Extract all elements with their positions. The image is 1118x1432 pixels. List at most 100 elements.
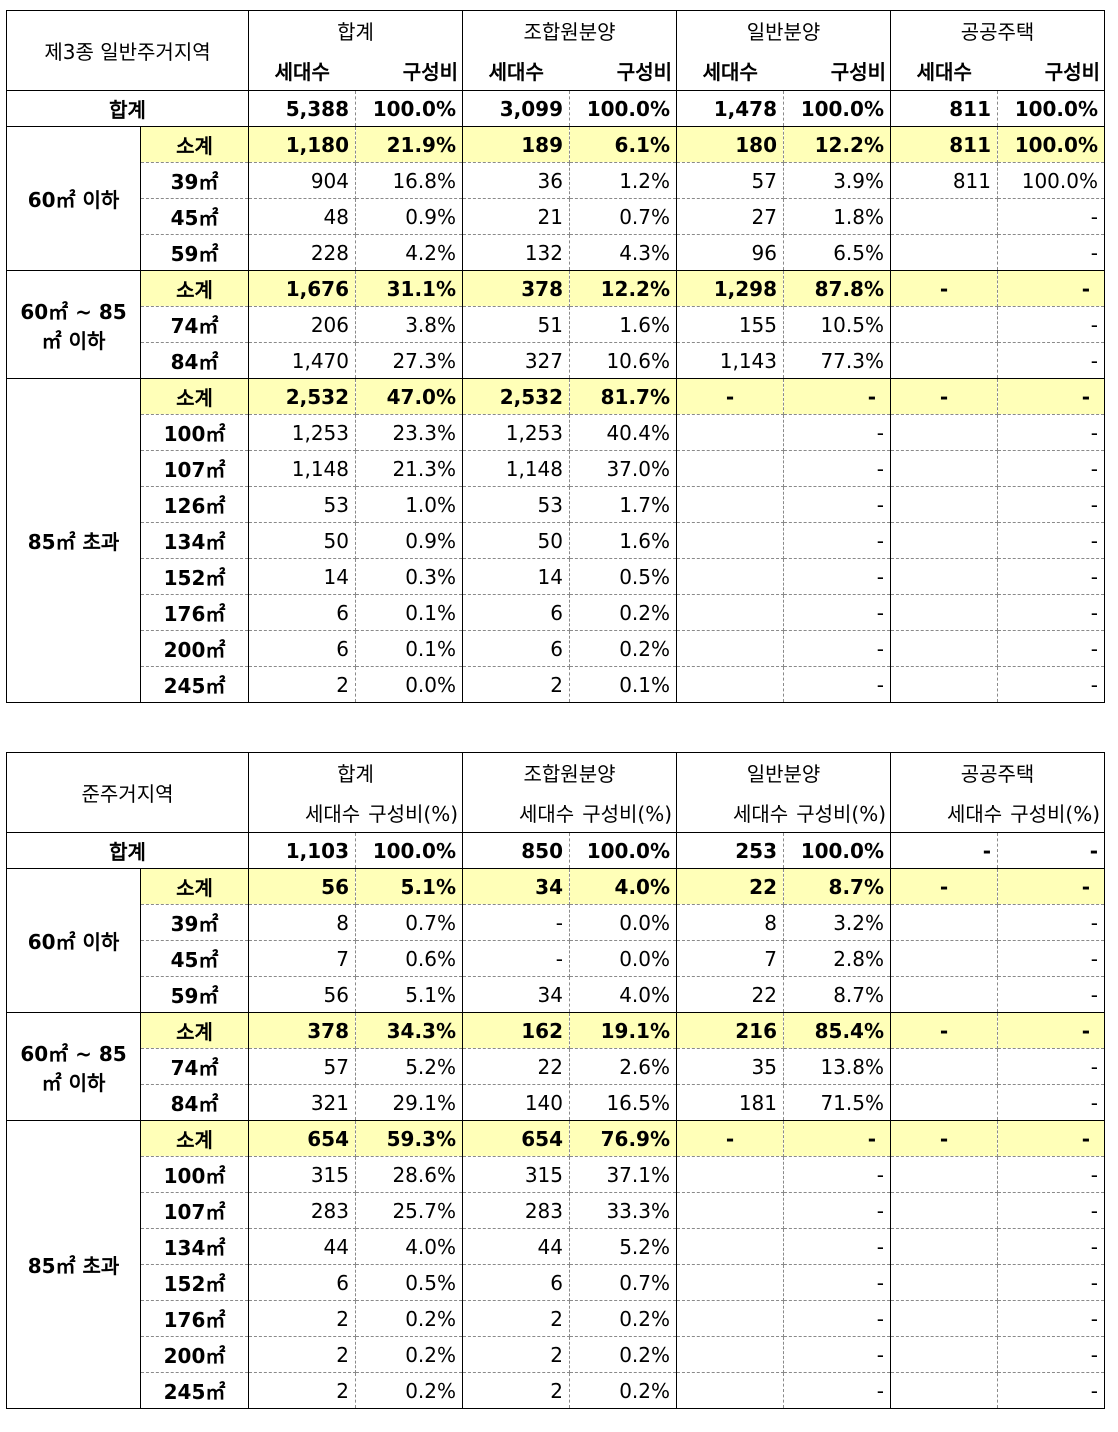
- data-cell: 6: [248, 630, 356, 667]
- subtotal-cell: 378: [248, 1012, 356, 1049]
- category-label: 60㎡ ~ 85 ㎡ 이하: [6, 1012, 141, 1121]
- data-row: 245㎡ 2 0.2% 2 0.2% - -: [7, 1372, 1105, 1409]
- subtotal-cell: -: [997, 1012, 1105, 1049]
- data-cell: [676, 630, 784, 667]
- data-cell: 0.2%: [569, 1336, 677, 1373]
- subtotal-cell: 1,676: [248, 270, 356, 307]
- subtotal-label: 소계: [140, 1012, 249, 1049]
- total-cell: 811: [890, 90, 998, 127]
- total-cell: 3,099: [462, 90, 570, 127]
- data-cell: 0.6%: [355, 940, 463, 977]
- total-cell: 100.0%: [355, 832, 463, 869]
- subtotal-row: 60㎡ ~ 85 ㎡ 이하 소계 378 34.3% 162 19.1% 216 85.4% - -: [6, 1012, 1105, 1121]
- data-row: 176㎡ 2 0.2% 2 0.2% - -: [7, 1300, 1105, 1337]
- data-row: 59㎡ 56 5.1% 34 4.0% 22 8.7% -: [7, 976, 1105, 1013]
- category-label-line1: 60㎡ 이하: [27, 930, 120, 954]
- subheader-pair: 세대수 구성비(%): [462, 792, 677, 833]
- data-row: 45㎡ 7 0.6% -0.0% 7 2.8% -: [7, 940, 1105, 977]
- data-cell: 71.5%: [783, 1084, 891, 1121]
- data-cell: [890, 558, 998, 595]
- data-cell: [890, 940, 998, 977]
- data-cell: 37.1%: [569, 1156, 677, 1193]
- data-cell: [890, 1300, 998, 1337]
- data-row: 200㎡ 2 0.2% 2 0.2% - -: [7, 1336, 1105, 1373]
- data-cell: 0.0%: [355, 666, 463, 703]
- data-cell: -: [997, 198, 1105, 235]
- subtotal-cell: 5.1%: [355, 868, 463, 905]
- data-cell: -: [783, 630, 891, 667]
- group-header: 합계: [248, 10, 463, 51]
- data-cell: 13.8%: [783, 1048, 891, 1085]
- category-label-line2: ㎡ 이하: [41, 328, 106, 353]
- data-cell: -: [783, 666, 891, 703]
- data-cell: -: [997, 976, 1105, 1013]
- data-cell: 6: [248, 594, 356, 631]
- data-row: 126㎡ 53 1.0% 53 1.7% - -: [7, 486, 1105, 523]
- data-cell: -: [997, 1372, 1105, 1409]
- data-cell: 1.6%: [569, 522, 677, 559]
- data-cell: [890, 486, 998, 523]
- total-row: 합계 5,388 100.0% 3,099 100.0% 1,478 100.0% 811 10…: [6, 90, 1105, 127]
- category-label-line2: ㎡ 이하: [41, 1070, 106, 1095]
- data-cell: [676, 1192, 784, 1229]
- data-cell: 1,148: [462, 450, 570, 487]
- data-cell: 1.2%: [569, 162, 677, 199]
- data-cell: [890, 1228, 998, 1265]
- subtotal-cell: 1,180: [248, 126, 356, 163]
- data-cell: 0.9%: [355, 522, 463, 559]
- data-cell: [890, 594, 998, 631]
- data-cell: 6: [462, 630, 570, 667]
- data-cell: 21: [462, 198, 570, 235]
- category-label-line1: 60㎡ 이하: [27, 188, 120, 212]
- subheader-count: 세대수: [732, 801, 789, 826]
- subheader-pair: 세대수 구성비(%): [248, 792, 463, 833]
- category-label: 85㎡ 초과: [6, 1120, 141, 1409]
- data-cell: 4.0%: [355, 1228, 463, 1265]
- subtotal-cell: -: [676, 378, 784, 415]
- data-row: 39㎡ 904 16.8% 36 1.2% 57 3.9% 811 100.0%: [7, 162, 1105, 199]
- data-cell: [890, 1336, 998, 1373]
- data-row: 100㎡ 315 28.6% 315 37.1% - -: [7, 1156, 1105, 1193]
- data-cell: -: [783, 594, 891, 631]
- data-cell: [890, 1084, 998, 1121]
- data-cell: 7: [248, 940, 356, 977]
- subtotal-cell: 180: [676, 126, 784, 163]
- data-cell: 14: [248, 558, 356, 595]
- subheader-row: 세대수 구성비(%) 세대수 구성비(%) 세대수 구성비(%) 세대수 구성비(%): [7, 792, 1105, 833]
- subtotal-cell: 2,532: [462, 378, 570, 415]
- data-cell: 904: [248, 162, 356, 199]
- data-cell: 2: [462, 1300, 570, 1337]
- subheader-count: 세대수: [946, 801, 1003, 826]
- data-cell: 23.3%: [355, 414, 463, 451]
- data-cell: 21.3%: [355, 450, 463, 487]
- data-cell: [890, 234, 998, 271]
- data-cell: -: [783, 450, 891, 487]
- subtotal-cell: 85.4%: [783, 1012, 891, 1049]
- data-cell: 25.7%: [355, 1192, 463, 1229]
- size-label: 134㎡: [140, 1228, 249, 1265]
- data-cell: 27.3%: [355, 342, 463, 379]
- subheader-ratio: 구성비(%): [368, 801, 458, 826]
- data-cell: 0.2%: [355, 1372, 463, 1409]
- data-cell: [890, 666, 998, 703]
- subheader-count: 세대수: [518, 801, 575, 826]
- data-cell: 228: [248, 234, 356, 271]
- data-row: 134㎡ 50 0.9% 50 1.6% - -: [7, 522, 1105, 559]
- data-cell: 1.6%: [569, 306, 677, 343]
- data-cell: -: [997, 904, 1105, 941]
- subtotal-row: 85㎡ 초과 소계 2,532 47.0% 2,532 81.7% - - - -: [6, 378, 1105, 703]
- subtotal-cell: 59.3%: [355, 1120, 463, 1157]
- data-cell: 327: [462, 342, 570, 379]
- total-cell: 100.0%: [569, 832, 677, 869]
- data-cell: [890, 522, 998, 559]
- data-cell: 57: [676, 162, 784, 199]
- data-cell: 0.1%: [355, 594, 463, 631]
- subtotal-cell: -: [676, 1120, 784, 1157]
- data-cell: [890, 904, 998, 941]
- data-cell: 1,253: [248, 414, 356, 451]
- data-cell: 3.8%: [355, 306, 463, 343]
- data-cell: 1,253: [462, 414, 570, 451]
- data-cell: 1,148: [248, 450, 356, 487]
- data-cell: 16.5%: [569, 1084, 677, 1121]
- subtotal-row: 60㎡ ~ 85 ㎡ 이하 소계 1,676 31.1% 378 12.2% 1,298 87.…: [6, 270, 1105, 379]
